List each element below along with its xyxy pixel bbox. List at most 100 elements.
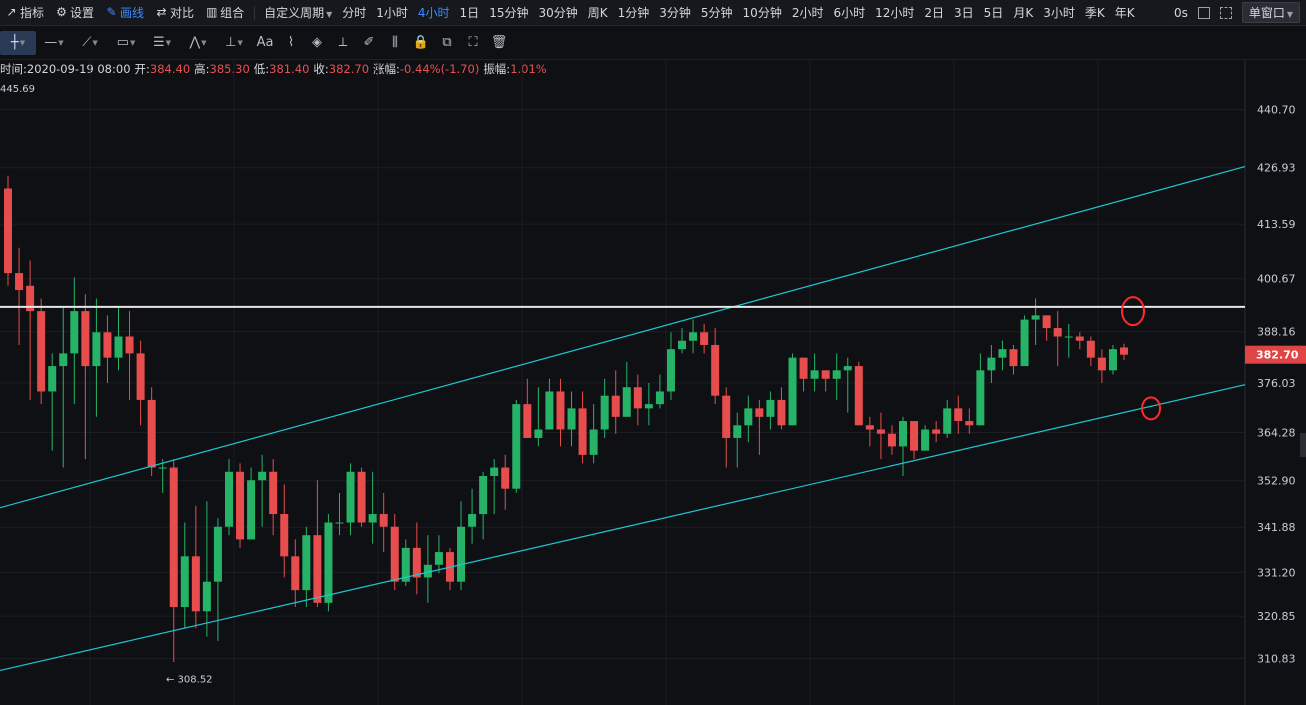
candle-body[interactable]	[678, 340, 687, 350]
candle-body[interactable]	[1097, 357, 1106, 371]
candle-body[interactable]	[357, 471, 366, 523]
copy-icon[interactable]: ⧉	[442, 35, 452, 50]
period-tab[interactable]: 1分钟	[617, 6, 650, 20]
candlestick-chart[interactable]: 440.70 426.93 413.59 400.67 388.16 376.03 364.…	[0, 60, 1306, 705]
candle-body[interactable]	[711, 344, 720, 396]
menu-combo[interactable]: ▥ 组合	[200, 4, 250, 21]
trash-icon[interactable]: 🗑	[490, 35, 508, 50]
candle-body[interactable]	[600, 395, 609, 430]
period-tab[interactable]: 4小时	[417, 6, 450, 20]
candle-body[interactable]	[921, 429, 930, 451]
candle-body[interactable]	[302, 535, 311, 591]
period-tab[interactable]: 30分钟	[538, 6, 578, 20]
candle-body[interactable]	[876, 429, 885, 434]
candle-body[interactable]	[224, 471, 233, 527]
candle-body[interactable]	[578, 408, 587, 455]
period-tab[interactable]: 3小时	[1043, 6, 1075, 20]
period-tab[interactable]: 周K	[587, 6, 608, 20]
candle-body[interactable]	[755, 408, 764, 417]
candle-body[interactable]	[158, 467, 167, 469]
text-icon[interactable]: Aa	[252, 31, 278, 55]
period-tab[interactable]: 12小时	[875, 6, 915, 20]
candle-body[interactable]	[26, 285, 35, 312]
candle-body[interactable]	[125, 336, 134, 354]
menu-pencil[interactable]: ✎ 画线	[100, 4, 150, 21]
period-tab[interactable]: 1小时	[376, 6, 408, 20]
candle-body[interactable]	[865, 425, 874, 430]
trend-line-icon[interactable]: ⟋ ▼	[82, 35, 98, 50]
crosshair-icon[interactable]: ┼ ▼	[0, 30, 36, 55]
candle-body[interactable]	[324, 522, 333, 603]
period-tab[interactable]: 2日	[924, 6, 945, 20]
candle-body[interactable]	[1075, 336, 1084, 341]
period-tab[interactable]: 3分钟	[659, 6, 691, 20]
candle-body[interactable]	[523, 404, 532, 438]
fullscreen-icon[interactable]	[1197, 6, 1210, 19]
candle-body[interactable]	[744, 408, 753, 426]
menu-gear[interactable]: ⚙ 设置	[50, 4, 100, 21]
candle-body[interactable]	[589, 429, 598, 455]
candle-body[interactable]	[169, 467, 178, 608]
candle-body[interactable]	[147, 399, 156, 468]
lock-icon[interactable]: 🔒	[412, 35, 430, 50]
period-tab[interactable]: 15分钟	[489, 6, 529, 20]
candle-body[interactable]	[1020, 319, 1029, 367]
candle-body[interactable]	[468, 514, 477, 527]
brush-icon[interactable]: ⌇	[287, 35, 295, 50]
candle-body[interactable]	[59, 353, 68, 367]
candle-body[interactable]	[722, 395, 731, 438]
candle-body[interactable]	[81, 311, 90, 367]
candle-body[interactable]	[412, 547, 421, 578]
candle-body[interactable]	[821, 370, 830, 379]
candle-body[interactable]	[1009, 349, 1018, 367]
parallel-lines-icon[interactable]: ☰ ▼	[152, 35, 172, 50]
period-tab[interactable]: 2小时	[791, 6, 824, 20]
candle-body[interactable]	[545, 391, 554, 430]
period-tab[interactable]: 5日	[983, 6, 1004, 20]
eraser-icon[interactable]: ◈	[312, 35, 322, 50]
candle-body[interactable]	[567, 408, 576, 430]
candle-body[interactable]	[998, 349, 1007, 358]
candle-body[interactable]	[368, 514, 377, 523]
candle-body[interactable]	[910, 421, 919, 451]
candle-body[interactable]	[1120, 347, 1128, 355]
candle-body[interactable]	[269, 471, 278, 515]
period-tab[interactable]: 1日	[459, 6, 480, 20]
candle-body[interactable]	[766, 399, 775, 417]
period-tab[interactable]: 6小时	[833, 6, 866, 20]
refresh-interval[interactable]: 0s	[1173, 5, 1188, 20]
candle-body[interactable]	[987, 357, 996, 371]
window-mode-dropdown[interactable]: 单窗口 ▼	[1241, 2, 1300, 23]
custom-period-dropdown[interactable]: 自定义周期 ▼	[264, 6, 333, 20]
candle-body[interactable]	[1064, 336, 1073, 338]
candle-body[interactable]	[213, 526, 222, 582]
candle-body[interactable]	[434, 552, 443, 565]
candle-body[interactable]	[114, 336, 123, 358]
candle-body[interactable]	[733, 425, 742, 438]
rectangle-icon[interactable]: ▭ ▼	[116, 35, 136, 50]
candle-body[interactable]	[887, 433, 896, 447]
period-tab[interactable]: 3日	[954, 6, 974, 20]
candle-body[interactable]	[976, 370, 985, 426]
candle-body[interactable]	[313, 535, 322, 603]
channel-lower-line[interactable]	[0, 384, 1246, 672]
candle-body[interactable]	[1086, 340, 1095, 358]
candle-body[interactable]	[335, 522, 344, 524]
menu-indicator[interactable]: ↗ 指标	[0, 4, 50, 21]
candle-body[interactable]	[622, 387, 631, 417]
measure-icon[interactable]: ⊥ ▼	[225, 35, 243, 50]
candle-body[interactable]	[700, 332, 709, 345]
period-tab[interactable]: 季K	[1084, 6, 1105, 20]
pencil-draw-icon[interactable]: ✐	[363, 35, 375, 50]
menu-compare[interactable]: ⇄ 对比	[150, 4, 200, 21]
ruler-icon[interactable]: ⟂	[338, 35, 348, 50]
candle-body[interactable]	[854, 366, 863, 426]
candle-body[interactable]	[1031, 315, 1040, 320]
candle-body[interactable]	[236, 471, 245, 540]
candle-body[interactable]	[258, 471, 267, 481]
candle-body[interactable]	[1053, 328, 1062, 337]
candle-body[interactable]	[202, 581, 211, 612]
candle-body[interactable]	[556, 391, 565, 430]
candle-body[interactable]	[954, 408, 963, 422]
candle-body[interactable]	[48, 366, 57, 392]
